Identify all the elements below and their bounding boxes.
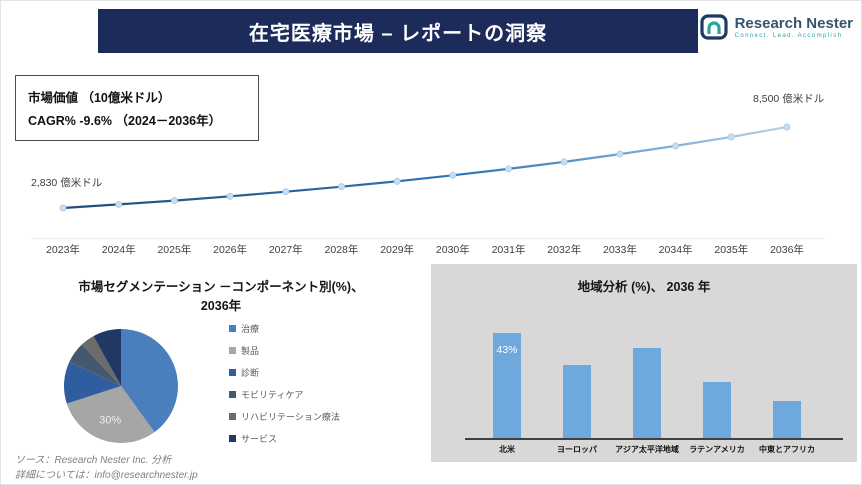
legend-item: リハビリテーション療法 (229, 410, 340, 422)
data-point-marker (449, 171, 457, 179)
x-axis-tick-label: 2034年 (658, 244, 693, 256)
pie-slice (63, 361, 121, 404)
bar-value-label: 43% (496, 344, 518, 357)
data-point-marker (616, 150, 624, 158)
legend-label: サービス (241, 433, 278, 444)
legend-item: サービス (229, 432, 340, 444)
legend-swatch-icon (229, 368, 236, 376)
legend-label: 診断 (241, 367, 260, 378)
data-point-marker (282, 188, 290, 196)
pie-legend: 治療製品診断モビリティケアリハビリテーション療法 サービス (229, 322, 340, 454)
bar-0: 43% (493, 333, 521, 438)
data-point-marker (170, 197, 178, 205)
legend-swatch-icon (229, 434, 236, 442)
pie-slice (121, 329, 178, 433)
legend-label: モビリティケア (241, 389, 304, 400)
pie-title-line1: 市場セグメンテーション －コンポーネント別(%)、 (78, 280, 364, 294)
legend-swatch-icon (229, 346, 236, 354)
x-axis-tick-label: 2029年 (380, 244, 415, 256)
data-point-marker (783, 123, 791, 131)
brand-tagline: Connect. Lead. Accomplish (734, 33, 843, 39)
x-axis-tick-label: 2036年 (770, 244, 804, 256)
research-nester-icon (699, 14, 728, 40)
legend-item: 製品 (229, 344, 340, 356)
x-axis-tick-label: 2024年 (101, 244, 136, 256)
trend-line (62, 125, 788, 210)
data-point-marker (338, 183, 345, 191)
legend-label: 製品 (241, 345, 260, 356)
brand-name: Research Nester (734, 15, 853, 32)
bar-4 (773, 401, 801, 438)
legend-item: 診断 (229, 366, 340, 378)
bar-category-label: アジア太平洋地域 (615, 445, 679, 454)
bar-1 (563, 364, 591, 438)
data-point-marker (115, 200, 123, 208)
pie-slice (69, 344, 121, 386)
pie-chart-title: 市場セグメンテーション －コンポーネント別(%)、 2036年 (31, 278, 411, 316)
pie-chart: 30% (63, 329, 178, 443)
legend-item: 治療 (229, 322, 340, 334)
pie-title-line2: 2036年 (200, 298, 242, 313)
footer-note: ソース：Research Nester Inc. 分析 詳細については：info… (15, 453, 198, 483)
end-value-label: 8,500 億米ドル (753, 93, 825, 105)
bar-category-label: ラテンアメリカ (689, 445, 745, 454)
x-axis-line (31, 238, 825, 239)
data-point-marker (505, 165, 512, 173)
brand-text-block: Research Nester Connect. Lead. Accomplis… (735, 15, 853, 39)
start-value-label: 2,830 億米ドル (31, 177, 103, 189)
bar-chart: 43% 北米 ヨーロッパ アジア太平洋地域 ラテンアメリカ 中東とアフリカ (431, 264, 857, 462)
data-point-marker (226, 192, 234, 200)
legend-label: リハビリテーション療法 (241, 411, 340, 422)
data-point-marker (59, 204, 67, 212)
x-axis-tick-label: 2025年 (157, 244, 192, 256)
x-axis-tick-label: 2033年 (602, 244, 637, 256)
pie-data-label: 30% (99, 415, 121, 427)
bar-category-label: 中東とアフリカ (759, 445, 815, 454)
x-axis-tick-label: 2028年 (324, 244, 359, 256)
x-axis-tick-label: 2031年 (491, 244, 526, 256)
source-note: ソース：Research Nester Inc. 分析 (15, 455, 172, 466)
data-point-marker (393, 177, 401, 185)
cagr-label: CAGR% -9.6% （2024－2036年） (28, 114, 222, 128)
x-axis-tick-label: 2023年 (46, 244, 80, 256)
x-axis-tick-label: 2026年 (213, 244, 247, 256)
details-note: 詳細については：info@researchnester.jp (15, 470, 198, 481)
legend-label: 治療 (241, 323, 260, 334)
pie-slice (93, 329, 121, 386)
line-chart (59, 123, 791, 212)
legend-swatch-icon (229, 324, 236, 332)
bar-2 (633, 347, 661, 438)
region-analysis-panel: 地域分析 (%)、 2036 年 43% 北米 ヨーロッパ アジア太平洋地域 ラテンアメ… (431, 264, 857, 462)
pie-slice (82, 336, 121, 386)
brand-logo: Research Nester Connect. Lead. Accomplis… (699, 13, 853, 41)
legend-swatch-icon (229, 412, 236, 420)
x-axis-tick-label: 2027年 (268, 244, 303, 256)
market-value-box: 市場価値 （10億米ドル） CAGR% -9.6% （2024－2036年） (15, 75, 259, 141)
bar-chart-title: 地域分析 (%)、 2036 年 (577, 280, 711, 294)
x-axis-tick-label: 2030年 (435, 244, 470, 256)
x-axis-tick-label: 2032年 (547, 244, 582, 256)
legend-item: モビリティケア (229, 388, 340, 400)
legend-swatch-icon (229, 390, 236, 398)
bar-category-label: ヨーロッパ (557, 445, 597, 454)
market-value-label: 市場価値 （10億米ドル） (28, 91, 171, 105)
bar-3 (703, 381, 731, 438)
data-point-marker (560, 158, 568, 166)
pie-slice (66, 386, 155, 443)
bar-category-label: 北米 (499, 445, 515, 454)
page-title: 在宅医療市場 – レポートの洞察 (248, 22, 548, 45)
data-point-marker (727, 133, 735, 141)
data-point-marker (672, 142, 680, 150)
title-banner: 在宅医療市場 – レポートの洞察 (98, 9, 698, 53)
bar-axis-line (465, 438, 843, 440)
x-axis-labels: 2023年 2024年 2025年 2026年 2027年 2028年 2029年 2030年… (1, 242, 862, 258)
x-axis-tick-label: 2035年 (714, 244, 749, 256)
